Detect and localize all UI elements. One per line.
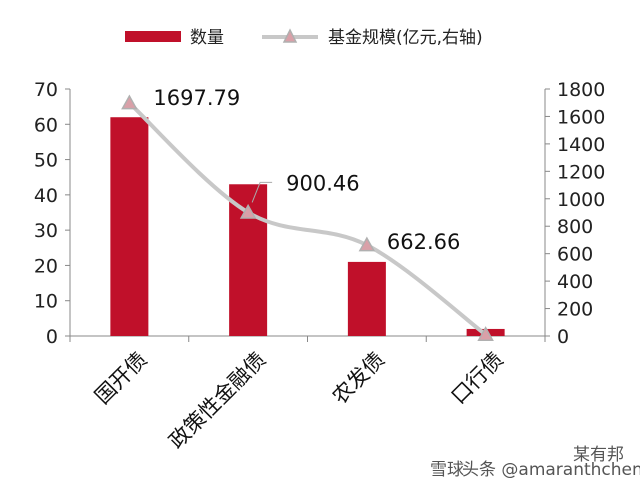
right-tick-label: 1000 — [557, 189, 605, 211]
right-tick-label: 1600 — [557, 106, 605, 128]
right-tick-label: 0 — [557, 326, 569, 348]
data-label-leader — [251, 181, 273, 203]
right-tick-label: 1200 — [557, 161, 605, 183]
watermark-small: 雪球 — [430, 460, 464, 480]
legend-label-count: 数量 — [190, 28, 224, 48]
legend-label-fund-size: 基金规模(亿元,右轴) — [328, 28, 483, 48]
watermark-corner: 某有邦 — [573, 445, 624, 465]
left-tick-label: 50 — [34, 150, 58, 172]
line-point-marker — [477, 326, 494, 341]
left-tick-label: 70 — [34, 79, 58, 101]
line-series: 1697.79 900.46 662.66 — [121, 86, 494, 341]
left-tick-label: 10 — [34, 291, 58, 313]
line-point-marker — [358, 236, 376, 252]
category-label: 国开债 — [90, 347, 152, 409]
left-axis-ticks: 0 10 20 30 40 50 60 70 — [34, 79, 546, 348]
line-point-marker — [239, 203, 257, 219]
watermark: 雪球 头条 @amaranthcheng 某有邦 — [430, 445, 640, 480]
category-label: 政策性金融债 — [164, 347, 270, 453]
category-labels: 国开债 政策性金融债 农发债 口行债 — [90, 347, 508, 453]
right-tick-label: 800 — [557, 216, 593, 238]
right-tick-label: 1400 — [557, 134, 605, 156]
fund-size-line — [128, 101, 487, 337]
data-label: 900.46 — [286, 171, 359, 195]
right-tick-label: 200 — [557, 299, 593, 321]
data-label: 662.66 — [387, 230, 460, 254]
left-tick-label: 60 — [34, 114, 58, 136]
left-tick-label: 40 — [34, 185, 58, 207]
data-label: 1697.79 — [153, 86, 240, 110]
right-tick-label: 600 — [557, 244, 593, 266]
bar-series — [110, 117, 505, 336]
watermark-text: 头条 @amaranthcheng — [462, 460, 640, 480]
bar — [110, 117, 149, 336]
right-tick-label: 1800 — [557, 79, 605, 101]
bar — [347, 261, 386, 336]
category-label: 口行债 — [446, 347, 508, 409]
legend-bar-swatch — [125, 31, 181, 42]
right-tick-label: 400 — [557, 271, 593, 293]
right-axis-ticks: 0 200 400 600 800 1000 1200 1400 1600 1800 — [545, 79, 605, 348]
left-tick-label: 20 — [34, 255, 58, 277]
legend: 数量 基金规模(亿元,右轴) — [125, 28, 483, 48]
left-tick-label: 30 — [34, 220, 58, 242]
legend-triangle-marker — [282, 28, 298, 43]
line-point-marker — [121, 94, 138, 110]
category-label: 农发债 — [328, 347, 390, 409]
left-tick-label: 0 — [46, 326, 58, 348]
